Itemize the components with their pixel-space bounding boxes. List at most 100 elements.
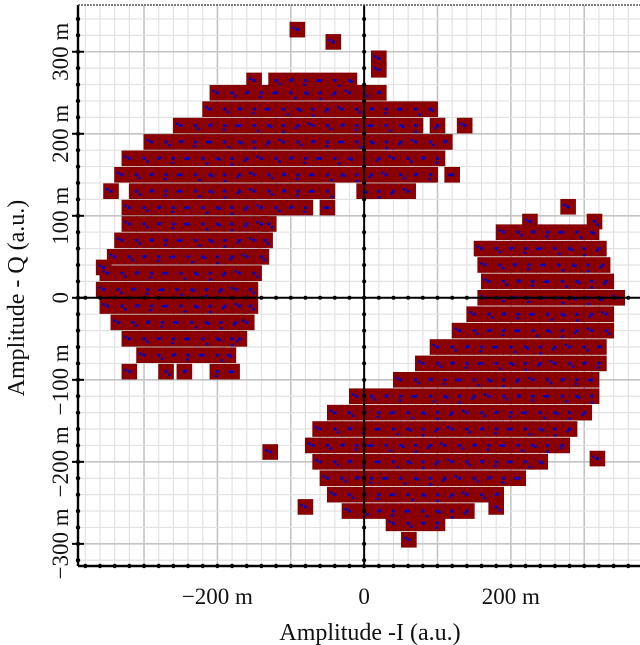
data-point-center (494, 247, 498, 251)
data-point-center (168, 373, 171, 377)
data-point-center (208, 304, 212, 308)
data-point-center (538, 361, 542, 365)
data-point-center (237, 238, 241, 242)
data-point-center (215, 337, 219, 341)
data-point-center (514, 262, 518, 266)
data-point-center (176, 190, 180, 193)
data-point-center (184, 337, 187, 341)
data-point-center (410, 525, 413, 528)
data-point-center (183, 277, 187, 280)
x-tick-dot (435, 563, 440, 569)
data-point-center (120, 291, 123, 295)
data-point-center (105, 304, 109, 308)
data-point-center (458, 443, 462, 447)
data-point-center (142, 337, 146, 341)
data-point-center (283, 172, 286, 176)
data-point-center (340, 476, 344, 480)
x-axis-title: Amplitude -I (a.u.) (279, 620, 460, 645)
data-point-center (527, 300, 530, 304)
data-point-center (434, 462, 438, 466)
data-point-center (502, 230, 506, 234)
data-point-center (587, 378, 591, 382)
data-point-center (208, 238, 212, 242)
data-point-center (581, 413, 584, 417)
data-point-center (546, 329, 550, 333)
data-point-center (358, 111, 362, 114)
data-point-center (243, 208, 247, 212)
data-point-center (604, 279, 608, 283)
x-zero-tick-dot (303, 295, 308, 300)
x-tick-dot (317, 563, 323, 569)
data-point-center (311, 124, 315, 128)
data-point-center (499, 444, 503, 447)
data-point-center (325, 107, 329, 111)
data-point-center (391, 493, 395, 497)
data-point-center (146, 138, 149, 142)
x-tick-dot (538, 563, 543, 569)
data-point-center (171, 341, 174, 345)
data-point-center (124, 335, 127, 339)
data-point-center (117, 237, 120, 240)
data-point-center (575, 279, 579, 283)
data-point-center (448, 173, 451, 177)
x-zero-tick-dot (230, 295, 235, 300)
data-point-center (410, 160, 413, 163)
data-point-center (223, 245, 227, 248)
data-point-center (465, 427, 469, 431)
data-point-center (557, 252, 561, 256)
data-point-center (102, 288, 106, 292)
data-point-center (450, 460, 454, 464)
data-point-center (164, 243, 167, 246)
data-point-center (378, 90, 382, 94)
x-zero-tick-dot (318, 295, 323, 300)
data-point-center (333, 427, 337, 431)
data-point-center (494, 460, 498, 464)
data-point-center (502, 443, 506, 447)
data-point-center (198, 244, 201, 247)
data-point-center (435, 161, 439, 164)
data-point-center (240, 141, 243, 145)
data-point-center (451, 516, 454, 519)
data-point-center (428, 443, 432, 447)
data-point-center (237, 124, 241, 128)
data-point-center (124, 368, 127, 372)
data-point-center (149, 140, 153, 144)
data-point-center (403, 536, 407, 540)
x-zero-tick-dot (464, 295, 469, 300)
data-point-center (162, 272, 165, 275)
x-tick-dot (405, 563, 411, 569)
y-tick-label: 200 m (48, 105, 73, 163)
data-point-center (502, 329, 506, 333)
data-point-center (463, 512, 467, 515)
data-point-center (142, 222, 146, 226)
data-point-center (494, 427, 498, 431)
data-point-center (524, 427, 528, 431)
data-point-center (331, 40, 335, 44)
data-point-center (438, 511, 442, 514)
x-tick-dot (97, 563, 103, 569)
data-point-center (236, 241, 239, 244)
data-point-center (546, 230, 550, 234)
data-point-center (278, 82, 281, 85)
data-point-center (586, 263, 590, 267)
data-point-center (146, 209, 149, 213)
data-point-center (375, 159, 379, 162)
data-point-center (560, 394, 564, 398)
data-point-center (252, 173, 256, 177)
data-point-center (399, 140, 403, 144)
data-point-center (355, 107, 359, 111)
data-point-center (259, 206, 263, 210)
data-point-center (553, 247, 557, 251)
data-point-center (483, 263, 487, 267)
x-tick-dot (156, 563, 161, 569)
data-point-center (391, 189, 395, 193)
data-point-center (563, 314, 566, 317)
data-point-center (450, 411, 454, 415)
data-point-center (480, 345, 484, 349)
data-point-center (325, 476, 329, 480)
data-point-center (550, 318, 554, 321)
data-point-center (538, 427, 542, 431)
data-point-center (483, 393, 487, 396)
data-point-center (385, 146, 388, 150)
data-point-center (131, 258, 134, 262)
